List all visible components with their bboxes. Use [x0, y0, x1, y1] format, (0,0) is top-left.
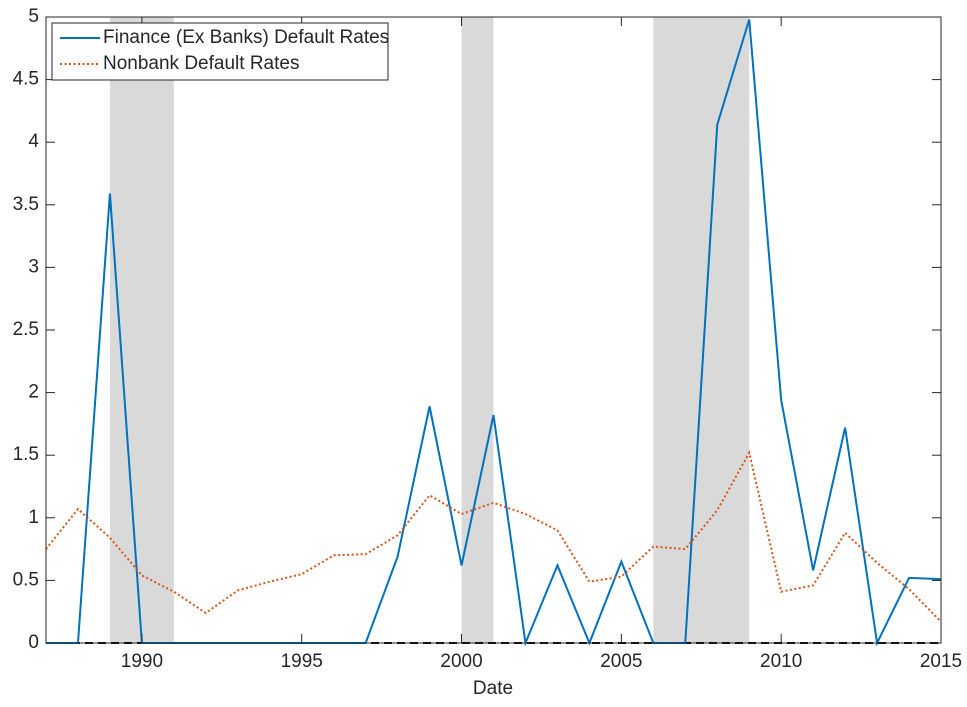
x-tick-label: 2015 [920, 651, 962, 672]
y-tick-label: 3.5 [13, 194, 39, 215]
y-tick-label: 2.5 [13, 319, 39, 340]
y-tick-label: 5 [28, 6, 39, 27]
x-tick-label: 2000 [440, 651, 482, 672]
y-tick-label: 3 [28, 256, 39, 277]
y-tick-label: 1 [28, 507, 39, 528]
legend-box [51, 22, 389, 81]
x-tick-label: 1995 [281, 651, 323, 672]
y-tick-label: 2 [28, 382, 39, 403]
x-tick-label: 2005 [600, 651, 642, 672]
y-tick-label: 4.5 [13, 69, 39, 90]
legend-label: Nonbank Default Rates [103, 53, 299, 74]
legend: Finance (Ex Banks) Default Rates Nonbank … [51, 22, 389, 81]
data-line [45, 449, 942, 623]
y-tick-label: 1.5 [13, 444, 39, 465]
x-tick-label: 2010 [760, 651, 802, 672]
shaded-region [653, 17, 750, 643]
y-tick-label: 0.5 [13, 569, 39, 590]
x-axis-label: Date [473, 678, 513, 699]
shaded-region [461, 17, 494, 643]
legend-label: Finance (Ex Banks) Default Rates [103, 27, 389, 48]
x-tick-label: 1990 [121, 651, 163, 672]
y-tick-label: 4 [28, 131, 39, 152]
y-tick-label: 0 [28, 632, 39, 653]
